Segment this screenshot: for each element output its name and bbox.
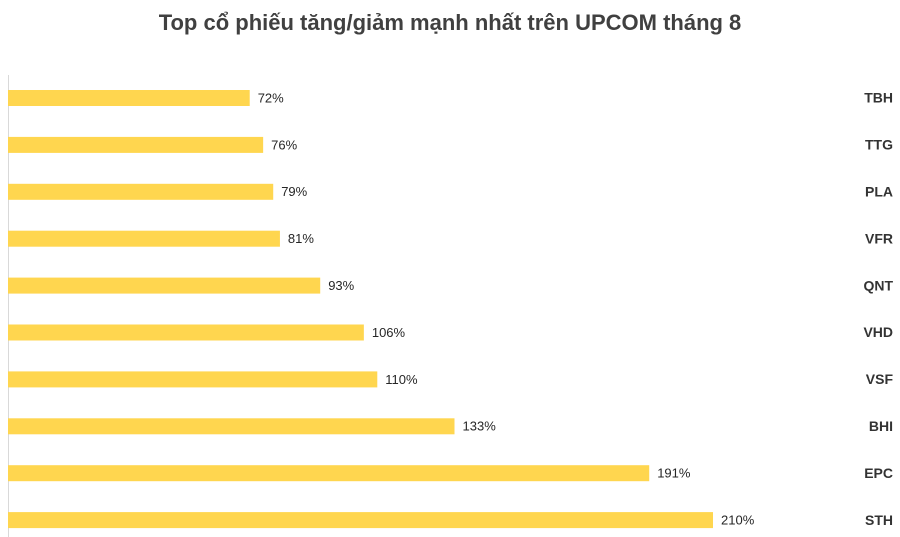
value-label: 76% xyxy=(271,137,297,152)
bar xyxy=(8,324,364,341)
value-label: 133% xyxy=(463,419,497,434)
value-label: 81% xyxy=(288,231,314,246)
value-label: 191% xyxy=(657,466,691,481)
value-label: 79% xyxy=(281,184,307,199)
value-label: 110% xyxy=(385,372,418,387)
value-label: 93% xyxy=(328,278,354,293)
category-label: EPC xyxy=(864,465,893,481)
category-label: STH xyxy=(865,512,893,528)
value-label: 106% xyxy=(372,325,406,340)
category-label: BHI xyxy=(869,418,893,434)
bar xyxy=(8,230,280,247)
value-label: 72% xyxy=(258,90,284,105)
category-label: PLA xyxy=(865,184,893,200)
bar xyxy=(8,512,713,529)
category-label: VHD xyxy=(863,324,893,340)
bar xyxy=(8,90,250,106)
bar xyxy=(8,277,321,294)
chart-title: Top cổ phiếu tăng/giảm mạnh nhất trên UP… xyxy=(159,10,742,35)
bar xyxy=(8,465,650,482)
bar xyxy=(8,418,455,435)
category-label: TBH xyxy=(864,90,893,106)
category-label: TTG xyxy=(865,137,893,153)
bar xyxy=(8,136,264,153)
category-label: QNT xyxy=(863,277,893,293)
category-label: VFR xyxy=(865,230,893,246)
bar xyxy=(8,183,274,200)
category-label: VSF xyxy=(866,371,894,387)
bar xyxy=(8,371,378,388)
value-label: 210% xyxy=(721,513,755,528)
